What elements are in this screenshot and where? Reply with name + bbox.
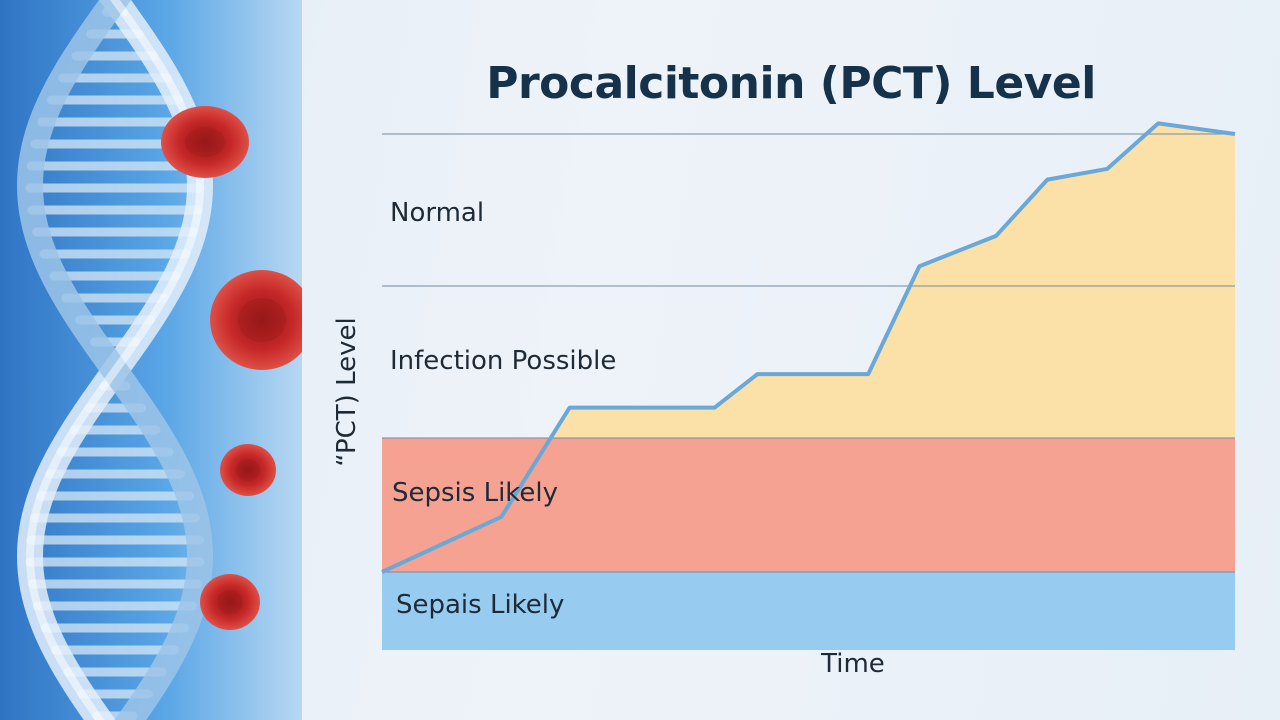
zone-label-2: Sepsis Likely (392, 478, 558, 508)
red-blood-cell-icon (210, 270, 302, 370)
red-blood-cell-icon (200, 574, 260, 630)
zone-band-2 (382, 438, 1235, 572)
y-axis-label: “PCT) Level (332, 317, 362, 466)
zone-label-1: Infection Possible (390, 346, 616, 376)
zone-label-3: Sepais Likely (396, 590, 564, 620)
series-area (550, 123, 1235, 438)
x-axis-label: Time (820, 649, 885, 679)
red-blood-cell-icon (161, 106, 249, 178)
dna-helix-icon (16, 0, 214, 720)
red-blood-cell-icon (220, 444, 276, 496)
side-panel (0, 0, 302, 720)
zone-label-0: Normal (390, 198, 484, 228)
zone-band-3 (382, 572, 1235, 650)
series-line (381, 121, 1236, 574)
chart-title: Procalcitonin (PCT) Level (486, 58, 1096, 109)
